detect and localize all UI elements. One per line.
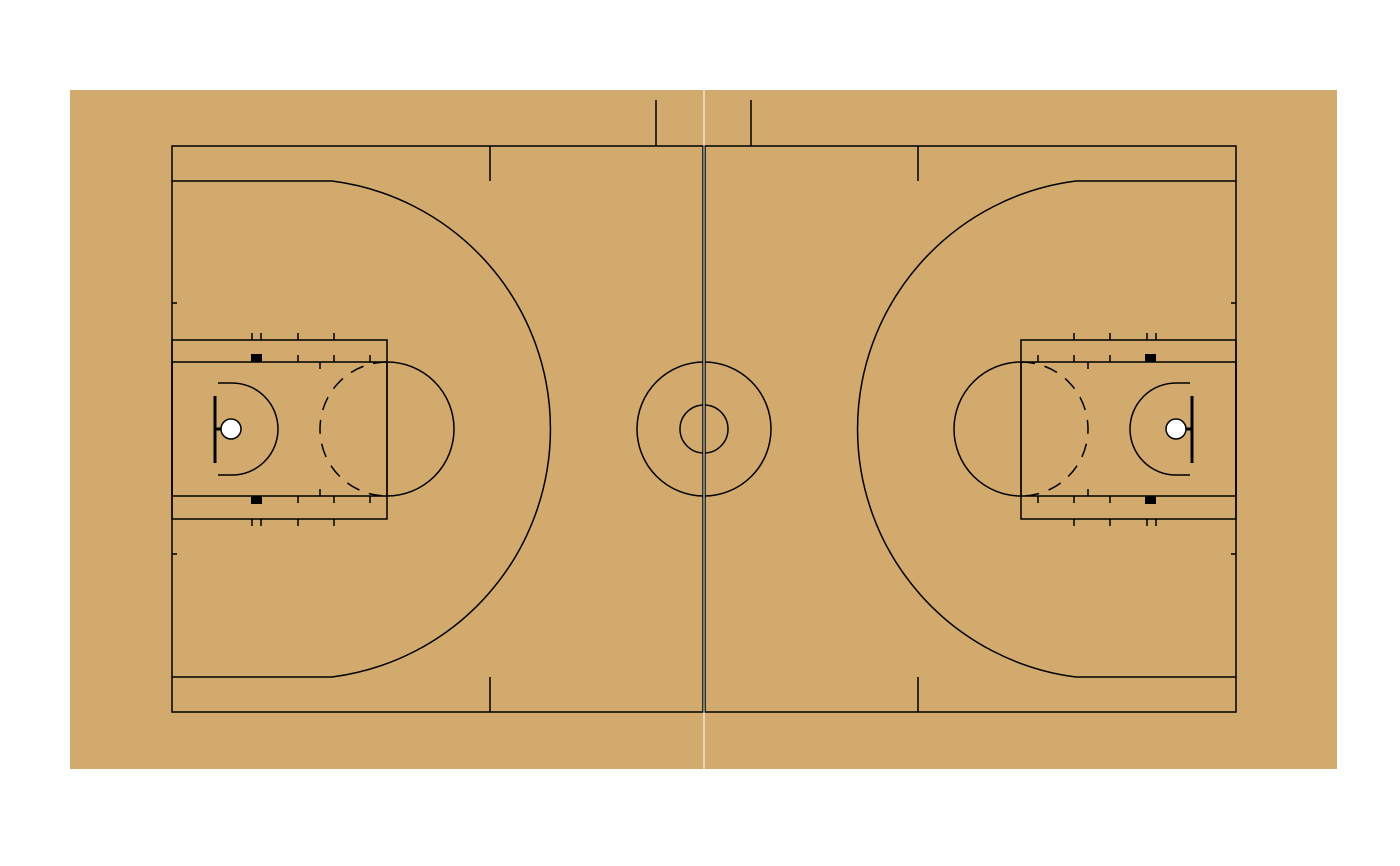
lane-block-left-top bbox=[251, 354, 262, 362]
three-point-line-left bbox=[172, 180, 552, 678]
free-throw-circle-dashed-left bbox=[319, 361, 388, 497]
lane-block-right-bottom bbox=[1145, 496, 1156, 504]
three-point-line-right bbox=[856, 180, 1236, 678]
rim-right bbox=[1165, 418, 1187, 440]
free-throw-circle-solid-right bbox=[953, 361, 1022, 497]
rim-left bbox=[220, 418, 242, 440]
free-throw-circle-solid-left bbox=[386, 361, 455, 497]
free-throw-circle-dashed-right bbox=[1020, 361, 1089, 497]
lane-block-left-bottom bbox=[251, 496, 262, 504]
restricted-area-right bbox=[1129, 382, 1190, 476]
restricted-area-left bbox=[218, 382, 279, 476]
lane-inner-right bbox=[1020, 361, 1237, 497]
lane-block-right-top bbox=[1145, 354, 1156, 362]
lane-inner-left bbox=[171, 361, 388, 497]
